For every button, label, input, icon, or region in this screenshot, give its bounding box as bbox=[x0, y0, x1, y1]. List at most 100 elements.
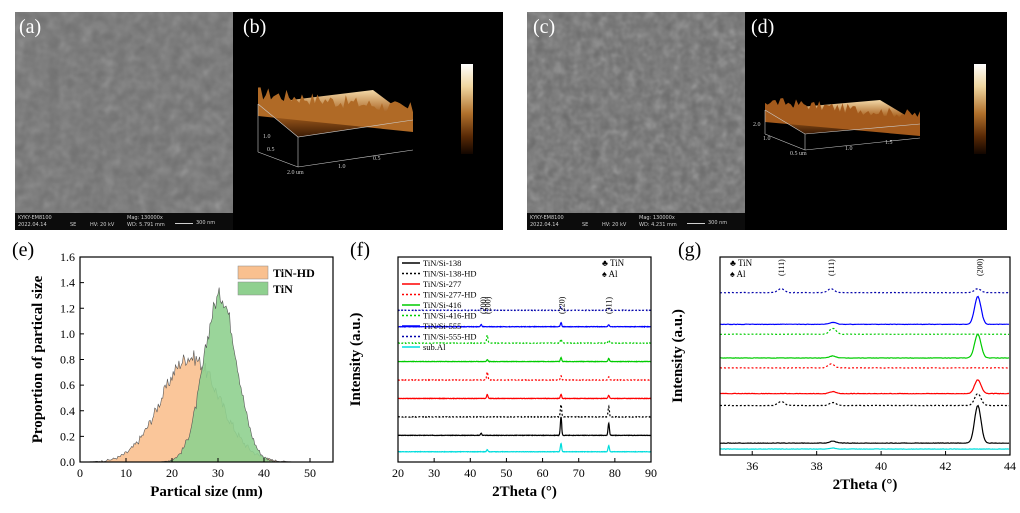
x-tick-label: 80 bbox=[609, 466, 621, 480]
x-tick-label: 36 bbox=[746, 459, 758, 473]
y-tick-label: 0.6 bbox=[60, 378, 75, 392]
y-tick-label: 0.4 bbox=[60, 404, 75, 418]
peak-label: (200) bbox=[479, 296, 488, 314]
y-axis-label: Intensity (a.u.) bbox=[348, 313, 364, 407]
x-tick-label: 30 bbox=[428, 466, 440, 480]
series-line-tin-si-138-hd bbox=[397, 402, 652, 419]
x-tick-label: 40 bbox=[258, 466, 270, 480]
afm-image-d: 2.0 1.0 0.5 um 1.0 1.5 (d) bbox=[745, 12, 1007, 230]
chart-g: (g) 2Theta (°) Intensity (a.u.) 36 38 40 42 44 (… bbox=[670, 239, 1016, 493]
series-line-tin-si-277 bbox=[720, 379, 1010, 395]
x-axis-label: 2Theta (°) bbox=[492, 484, 557, 500]
series-line-tin-si-277-hd bbox=[720, 363, 1010, 369]
x-tick-label: 44 bbox=[1004, 459, 1016, 473]
legend-swatch bbox=[237, 265, 269, 280]
series-line-tin-si-555 bbox=[719, 295, 1010, 326]
peak-label: (200) bbox=[975, 258, 984, 276]
svg-text:2.0: 2.0 bbox=[753, 122, 761, 128]
svg-text:1.0: 1.0 bbox=[763, 136, 771, 142]
legend-label: TiN/Si-277 bbox=[423, 279, 461, 289]
x-tick-label: 38 bbox=[811, 459, 823, 473]
afm-surface-b: 1.0 0.5 2.0 um 1.0 0.5 bbox=[257, 87, 414, 176]
x-tick-label: 50 bbox=[304, 466, 316, 480]
legend-label: TiN/Si-555 bbox=[423, 321, 461, 331]
series-line-tin-si-416 bbox=[397, 356, 652, 363]
svg-text:0.5 um: 0.5 um bbox=[790, 151, 807, 157]
sem-info-bar-a: KYKY-EM8100 2022.04.14 SE HV: 20 kV Mag:… bbox=[15, 213, 233, 230]
plot-frame bbox=[397, 256, 652, 463]
legend-label: TiN/Si-138 bbox=[423, 258, 461, 268]
distribution-area-tin bbox=[80, 287, 333, 463]
x-tick-label: 50 bbox=[500, 466, 512, 480]
sem-hv: HV: 20 kV bbox=[602, 222, 627, 228]
series-line-tin-si-416 bbox=[720, 333, 1010, 359]
series-line-sub-al bbox=[719, 447, 1010, 450]
legend-label: TiN/Si-277-HD bbox=[423, 290, 477, 300]
x-axis-label: Partical size (nm) bbox=[150, 484, 262, 500]
x-tick-label: 40 bbox=[464, 466, 476, 480]
x-axis-label: 2Theta (°) bbox=[833, 477, 898, 493]
series-line-tin-si-138 bbox=[719, 404, 1010, 444]
sem-image-a: (a) KYKY-EM8100 2022.04.14 SE HV: 20 kV … bbox=[15, 12, 233, 230]
sem-device: KYKY-EM8100 bbox=[18, 215, 52, 221]
x-tick-label: 90 bbox=[645, 466, 657, 480]
sem-wd: WD: 4.231 mm bbox=[639, 222, 677, 228]
y-tick-label: 0.0 bbox=[60, 455, 75, 469]
chart-f: (f) 2Theta (°) Intensity (a.u.) 20 30 40 50 60 7… bbox=[348, 239, 657, 500]
svg-text:1.0: 1.0 bbox=[263, 134, 271, 140]
series-line-tin-si-277-hd bbox=[397, 370, 652, 382]
svg-text:0.5: 0.5 bbox=[267, 147, 275, 153]
svg-text:1.0: 1.0 bbox=[845, 146, 853, 152]
y-axis-label: Proportion of partical size bbox=[30, 275, 46, 443]
legend-label: TiN/Si-416-HD bbox=[423, 311, 477, 321]
peak-label: (220) bbox=[557, 296, 566, 314]
peak-label: (311) bbox=[605, 297, 614, 314]
legend-swatch bbox=[237, 281, 269, 296]
sem-texture-c bbox=[527, 12, 745, 230]
legend-label: TiN/Si-555-HD bbox=[423, 332, 477, 342]
peak-label: (200) bbox=[484, 296, 493, 314]
sem-texture-a bbox=[15, 12, 233, 230]
y-tick-label: 1.4 bbox=[60, 276, 75, 290]
y-tick-label: 1.0 bbox=[60, 327, 75, 341]
scale-bar bbox=[687, 223, 705, 224]
sem-mode: SE bbox=[582, 222, 589, 228]
panel-label-f: (f) bbox=[350, 239, 370, 261]
sem-mode: SE bbox=[70, 222, 77, 228]
x-tick-label: 10 bbox=[120, 466, 132, 480]
sem-mag: Mag: 130000x bbox=[639, 215, 675, 221]
legend-label: TiN-HD bbox=[273, 266, 315, 280]
afm-colorbar-b bbox=[461, 64, 473, 154]
panel-label-a: (a) bbox=[19, 16, 42, 38]
scale-bar bbox=[175, 223, 193, 224]
sem-scale: 300 nm bbox=[708, 220, 728, 226]
panel-label-c: (c) bbox=[533, 16, 556, 38]
x-tick-label: 20 bbox=[392, 466, 404, 480]
series-line-tin-si-416-hd bbox=[719, 327, 1010, 336]
sem-wd: WD: 5.791 mm bbox=[127, 222, 165, 228]
sem-image-c: (c) KYKY-EM8100 2022.04.14 SE HV: 20 kV … bbox=[527, 12, 745, 230]
panel-label-b: (b) bbox=[243, 16, 267, 38]
y-tick-label: 1.2 bbox=[60, 301, 75, 315]
x-tick-label: 30 bbox=[212, 466, 224, 480]
series-line-tin-si-555-hd bbox=[720, 287, 1010, 294]
svg-text:2.0 um: 2.0 um bbox=[287, 170, 304, 176]
series-line-sub-al bbox=[397, 442, 652, 453]
legend-label: TiN bbox=[273, 282, 293, 296]
x-tick-label: 20 bbox=[166, 466, 178, 480]
y-tick-label: 1.6 bbox=[60, 250, 75, 264]
sem-scale: 300 nm bbox=[196, 220, 216, 226]
x-tick-label: 60 bbox=[537, 466, 549, 480]
sem-device: KYKY-EM8100 bbox=[530, 215, 564, 221]
legend-label: TiN/Si-138-HD bbox=[423, 269, 477, 279]
legend-symbol-tin: ♣ TiN bbox=[730, 258, 753, 268]
chart-e: (e) Partical size (nm) Proportion of parti… bbox=[12, 239, 334, 500]
series-line-tin-si-555-hd bbox=[397, 305, 652, 312]
legend-symbol-al: ♠ Al bbox=[730, 269, 746, 279]
svg-text:1.0: 1.0 bbox=[338, 164, 346, 170]
series-line-tin-si-138-hd bbox=[720, 393, 1009, 407]
afm-image-b: 1.0 0.5 2.0 um 1.0 0.5 (b) bbox=[233, 12, 503, 230]
legend-label: TiN/Si-416 bbox=[423, 300, 461, 310]
series-line-tin-si-416-hd bbox=[397, 334, 652, 345]
sem-info-bar-c: KYKY-EM8100 2022.04.14 SE HV: 20 kV Mag:… bbox=[527, 213, 745, 230]
